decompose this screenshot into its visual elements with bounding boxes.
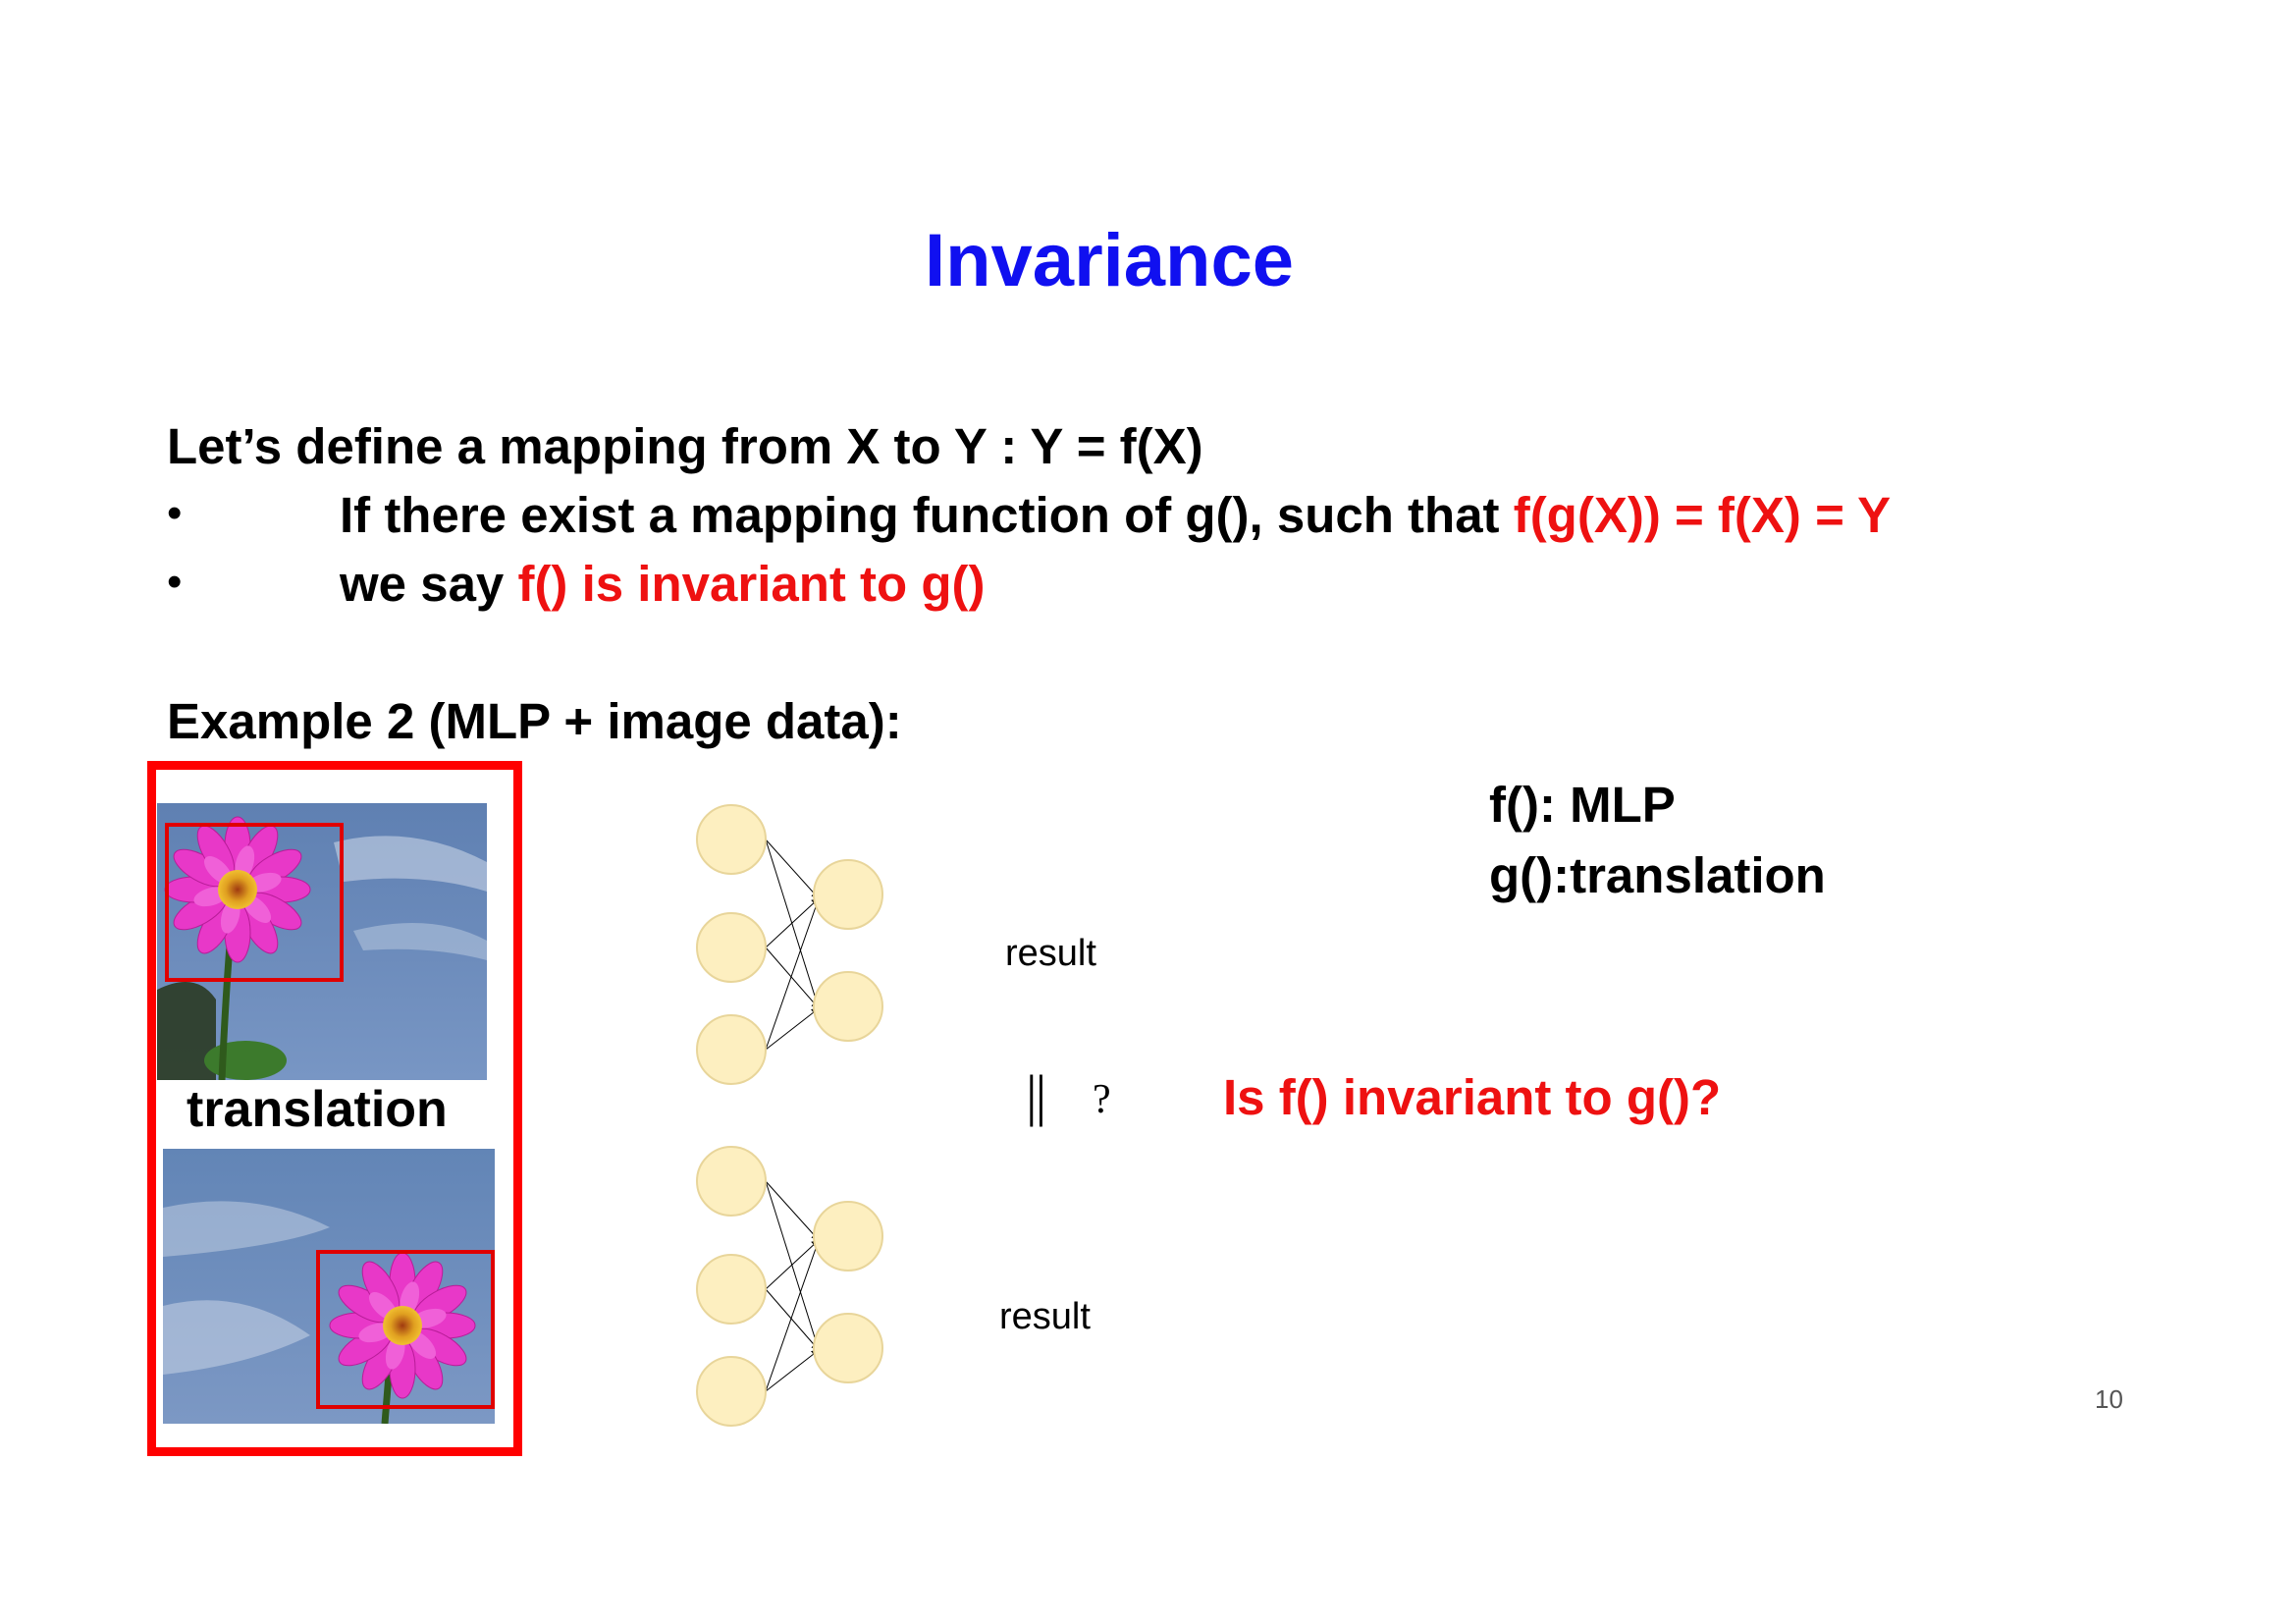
mlp-network-bottom [696,1146,883,1427]
object-bbox-translated [316,1250,495,1409]
mlp-top-edges [765,839,821,1051]
definition-line-2-highlight: f() is invariant to g() [517,556,986,612]
bullet-1: • [167,489,183,537]
invariance-question: Is f() invariant to g()? [1223,1069,1722,1125]
translation-caption: translation [187,1081,448,1138]
definition-line-1-highlight: f(g(X)) = f(X) = Y [1513,487,1892,543]
mlp-bottom-input-node [696,1254,767,1325]
mlp-bottom-input-node [696,1356,767,1427]
page-number: 10 [2095,1384,2123,1414]
original-image-graphic [157,803,487,1080]
translated-image-graphic [163,1149,495,1424]
mlp-network-top [696,804,883,1085]
mlp-top-input-node [696,912,767,983]
mlp-top-input-node [696,804,767,875]
mlp-top-input-node [696,1014,767,1085]
result-label-bottom: result [999,1296,1091,1337]
question-mark: ? [1093,1077,1111,1122]
f-label: f(): MLP [1489,777,1676,833]
original-image [157,803,487,1080]
definition-line-1: If there exist a mapping function of g()… [340,486,1891,544]
definition-intro: Let’s define a mapping from X to Y : Y =… [167,418,1203,474]
mlp-bottom-output-node [813,1201,883,1272]
object-bbox-original [165,823,344,982]
definition-line-1-text: If there exist a mapping function of g()… [340,487,1514,543]
example-heading: Example 2 (MLP + image data): [167,693,902,749]
compare-symbol: || [1026,1063,1046,1127]
definition-line-2-text: we say [340,556,518,612]
mlp-bottom-edges [765,1180,821,1392]
mlp-bottom-input-node [696,1146,767,1217]
mlp-top-output-node [813,859,883,930]
mlp-top-output-node [813,971,883,1042]
bullet-2: • [167,558,183,606]
slide-title: Invariance [925,219,1294,302]
result-label-top: result [1005,933,1096,974]
g-label: g():translation [1489,847,1826,903]
translation-frame [147,761,522,1456]
definition-line-2: we say f() is invariant to g() [340,555,985,613]
translated-image [163,1149,495,1424]
mlp-bottom-output-node [813,1313,883,1383]
